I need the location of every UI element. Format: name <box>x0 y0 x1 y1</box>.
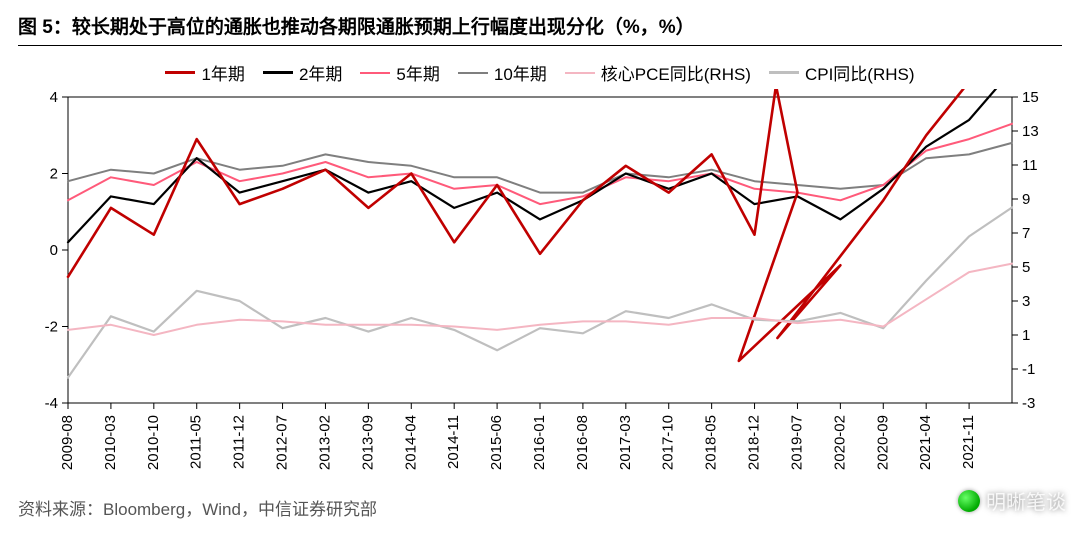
legend-label: 10年期 <box>494 60 547 85</box>
legend-label: 核心PCE同比(RHS) <box>601 60 751 85</box>
legend-swatch <box>165 71 195 73</box>
svg-text:11: 11 <box>1022 157 1038 174</box>
svg-text:2017-03: 2017-03 <box>617 415 634 470</box>
legend-item: 5年期 <box>360 60 439 85</box>
legend-swatch <box>360 72 390 74</box>
svg-text:-2: -2 <box>45 319 58 336</box>
legend-swatch <box>263 71 293 73</box>
svg-text:2013-09: 2013-09 <box>359 415 376 470</box>
legend-item: 2年期 <box>263 60 342 85</box>
chart-area: -4-2024-3-1135791113152009-082010-032010… <box>18 89 1062 489</box>
svg-text:1: 1 <box>1022 327 1030 344</box>
svg-text:2021-11: 2021-11 <box>960 415 977 469</box>
svg-text:-4: -4 <box>45 395 58 412</box>
line-chart: -4-2024-3-1135791113152009-082010-032010… <box>18 89 1062 489</box>
legend-item: 10年期 <box>458 60 547 85</box>
series-CPI同比(RHS) <box>68 208 1012 378</box>
svg-text:2020-09: 2020-09 <box>874 415 891 470</box>
svg-text:9: 9 <box>1022 191 1030 208</box>
legend-label: CPI同比(RHS) <box>805 60 915 85</box>
legend-swatch <box>769 71 799 73</box>
legend-label: 1年期 <box>201 60 244 85</box>
legend-swatch <box>458 72 488 74</box>
svg-text:2012-07: 2012-07 <box>274 415 291 470</box>
series-1年期 <box>68 89 1012 361</box>
svg-text:2017-10: 2017-10 <box>660 415 677 470</box>
svg-text:2018-12: 2018-12 <box>746 415 763 470</box>
svg-text:2009-08: 2009-08 <box>59 415 76 470</box>
svg-text:-3: -3 <box>1022 395 1035 412</box>
legend: 1年期 2年期 5年期 10年期 核心PCE同比(RHS) CPI同比(RHS) <box>18 50 1062 89</box>
svg-text:2016-01: 2016-01 <box>531 415 548 470</box>
svg-text:2014-04: 2014-04 <box>402 415 419 470</box>
svg-text:2010-10: 2010-10 <box>145 415 162 470</box>
svg-text:7: 7 <box>1022 225 1030 242</box>
svg-text:2016-08: 2016-08 <box>574 415 591 470</box>
svg-text:-1: -1 <box>1022 361 1035 378</box>
legend-swatch <box>565 72 595 74</box>
svg-text:2020-02: 2020-02 <box>831 415 848 470</box>
legend-item: 核心PCE同比(RHS) <box>565 60 751 85</box>
svg-text:0: 0 <box>50 242 58 259</box>
svg-text:4: 4 <box>50 89 58 106</box>
svg-text:2014-11: 2014-11 <box>445 415 462 469</box>
legend-label: 2年期 <box>299 60 342 85</box>
svg-text:2015-06: 2015-06 <box>488 415 505 470</box>
svg-text:2018-05: 2018-05 <box>703 415 720 470</box>
svg-text:15: 15 <box>1022 89 1039 106</box>
svg-text:13: 13 <box>1022 123 1039 140</box>
svg-text:2019-07: 2019-07 <box>788 415 805 470</box>
svg-text:2013-02: 2013-02 <box>316 415 333 470</box>
svg-text:3: 3 <box>1022 293 1030 310</box>
series-核心PCE同比(RHS) <box>68 264 1012 335</box>
title-row: 图 5：较长期处于高位的通胀也推动各期限通胀预期上行幅度出现分化（%，%） <box>18 12 1062 46</box>
legend-label: 5年期 <box>396 60 439 85</box>
legend-item: 1年期 <box>165 60 244 85</box>
figure-container: 图 5：较长期处于高位的通胀也推动各期限通胀预期上行幅度出现分化（%，%） 1年… <box>0 0 1080 520</box>
svg-text:2021-04: 2021-04 <box>917 415 934 470</box>
svg-text:2010-03: 2010-03 <box>102 415 119 470</box>
series-2年期 <box>68 89 1012 242</box>
svg-text:5: 5 <box>1022 259 1030 276</box>
data-source: 资料来源：Bloomberg，Wind，中信证券研究部 <box>18 489 1062 520</box>
svg-text:2011-05: 2011-05 <box>188 415 205 469</box>
svg-text:2011-12: 2011-12 <box>231 415 248 469</box>
legend-item: CPI同比(RHS) <box>769 60 915 85</box>
svg-text:2: 2 <box>50 166 58 183</box>
figure-title: 图 5：较长期处于高位的通胀也推动各期限通胀预期上行幅度出现分化（%，%） <box>18 12 1062 39</box>
